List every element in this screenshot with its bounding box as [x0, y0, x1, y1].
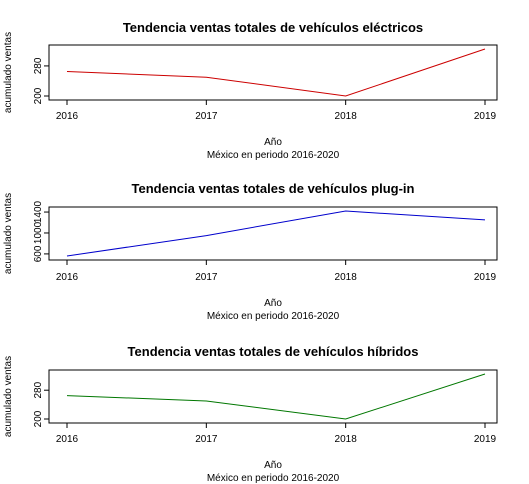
y-tick-label: 1400: [33, 200, 44, 223]
x-tick-label: 2019: [474, 434, 497, 445]
plot-frame: [48, 206, 498, 261]
chart-panel: Tendencia ventas totales de vehículos hí…: [3, 344, 498, 484]
y-axis-label: acumulado ventas: [3, 356, 14, 437]
y-axis-label: acumulado ventas: [3, 32, 14, 113]
x-tick-label: 2017: [195, 111, 218, 122]
y-tick-label: 600: [33, 245, 44, 262]
x-tick-label: 2016: [56, 272, 79, 283]
chart-title: Tendencia ventas totales de vehículos el…: [123, 20, 423, 35]
y-tick-label: 280: [33, 381, 44, 398]
x-axis-sublabel: México en periodo 2016-2020: [207, 311, 340, 322]
plot-frame: [48, 44, 498, 101]
x-axis-label: Año: [264, 137, 282, 148]
x-tick-label: 2018: [335, 434, 358, 445]
x-tick-label: 2016: [56, 434, 79, 445]
series-line: [66, 48, 486, 97]
series-line: [66, 210, 486, 257]
x-axis-sublabel: México en periodo 2016-2020: [207, 150, 340, 161]
x-tick-label: 2019: [474, 272, 497, 283]
x-axis-sublabel: México en periodo 2016-2020: [207, 473, 340, 484]
plot-frame: [48, 369, 498, 424]
x-axis-label: Año: [264, 460, 282, 471]
chart-panel: Tendencia ventas totales de vehículos el…: [3, 20, 498, 161]
chart-title: Tendencia ventas totales de vehículos hí…: [128, 344, 419, 359]
y-axis-label: acumulado ventas: [3, 193, 14, 274]
y-tick-label: 200: [33, 410, 44, 427]
x-tick-label: 2018: [335, 272, 358, 283]
chart-panel: Tendencia ventas totales de vehículos pl…: [3, 181, 498, 322]
x-tick-label: 2018: [335, 111, 358, 122]
series-line: [66, 373, 486, 420]
y-tick-label: 280: [33, 57, 44, 74]
x-tick-label: 2019: [474, 111, 497, 122]
chart-title: Tendencia ventas totales de vehículos pl…: [132, 181, 415, 196]
x-tick-label: 2017: [195, 272, 218, 283]
y-tick-label: 200: [33, 87, 44, 104]
x-tick-label: 2016: [56, 111, 79, 122]
x-tick-label: 2017: [195, 434, 218, 445]
x-axis-label: Año: [264, 298, 282, 309]
y-tick-label: 1000: [33, 221, 44, 244]
